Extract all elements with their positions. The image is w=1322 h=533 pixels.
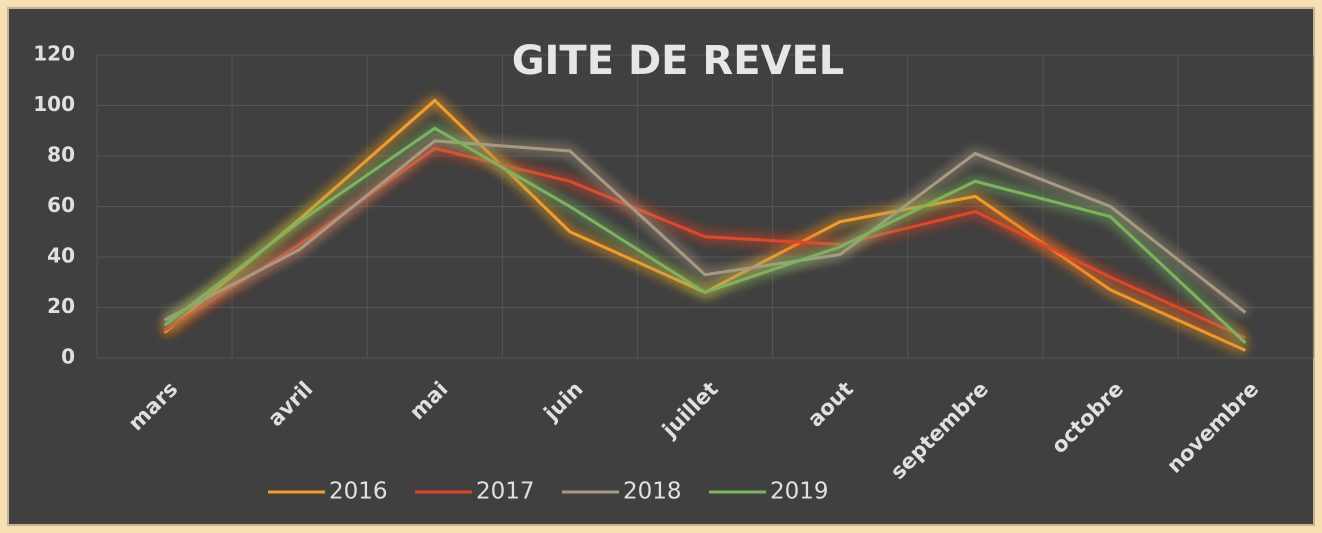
y-tick-label: 120	[33, 42, 75, 66]
chart-area	[7, 7, 1315, 526]
y-tick-label: 60	[47, 193, 75, 217]
chart-title: GITE DE REVEL	[512, 38, 845, 84]
series-line	[163, 139, 1247, 322]
legend-label: 2019	[770, 479, 829, 505]
legend-label: 2018	[623, 479, 682, 505]
lines	[163, 98, 1247, 352]
y-tick-label: 40	[47, 244, 75, 268]
y-tick-label: 0	[61, 345, 75, 369]
y-tick-label: 100	[33, 92, 75, 116]
legend-label: 2017	[476, 479, 535, 505]
grid	[96, 54, 1314, 359]
legend-label: 2016	[329, 479, 388, 505]
y-tick-label: 80	[47, 143, 75, 167]
series-line	[163, 126, 1247, 344]
y-tick-label: 20	[47, 294, 75, 318]
